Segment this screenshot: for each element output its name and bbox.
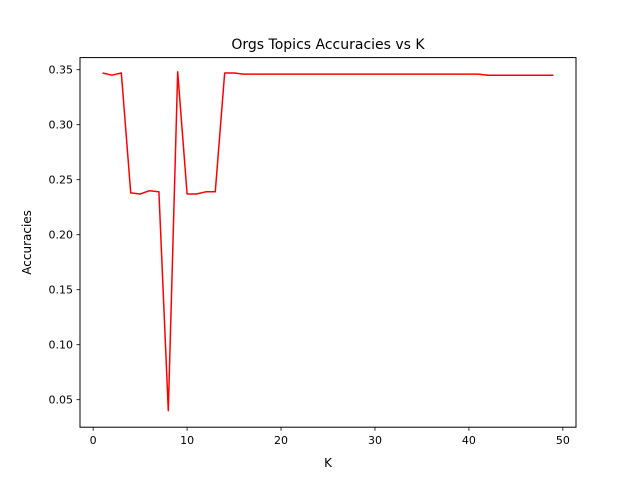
x-tick-label: 40 (462, 434, 476, 447)
chart-title: Orgs Topics Accuracies vs K (231, 37, 425, 53)
axes-frame (79, 57, 577, 428)
x-tick-label: 10 (180, 434, 194, 447)
y-tick-label: 0.10 (49, 339, 74, 352)
x-tick-label: 30 (368, 434, 382, 447)
x-tick-label: 20 (274, 434, 288, 447)
x-tick-label: 50 (556, 434, 570, 447)
y-axis-label: Accuracies (20, 210, 34, 275)
x-axis-label: K (324, 456, 333, 470)
x-tick-label: 0 (90, 434, 97, 447)
plot-area (102, 71, 554, 412)
y-tick-label: 0.05 (49, 394, 74, 407)
y-tick-label: 0.15 (49, 284, 74, 297)
y-tick-label: 0.35 (49, 64, 74, 77)
y-tick-label: 0.30 (49, 119, 74, 132)
y-axis-ticks: 0.05 0.10 0.15 0.20 0.25 0.30 0.35 (49, 64, 80, 407)
y-tick-label: 0.20 (49, 229, 74, 242)
x-axis-ticks: 0 10 20 30 40 50 (90, 427, 570, 447)
y-tick-label: 0.25 (49, 174, 74, 187)
